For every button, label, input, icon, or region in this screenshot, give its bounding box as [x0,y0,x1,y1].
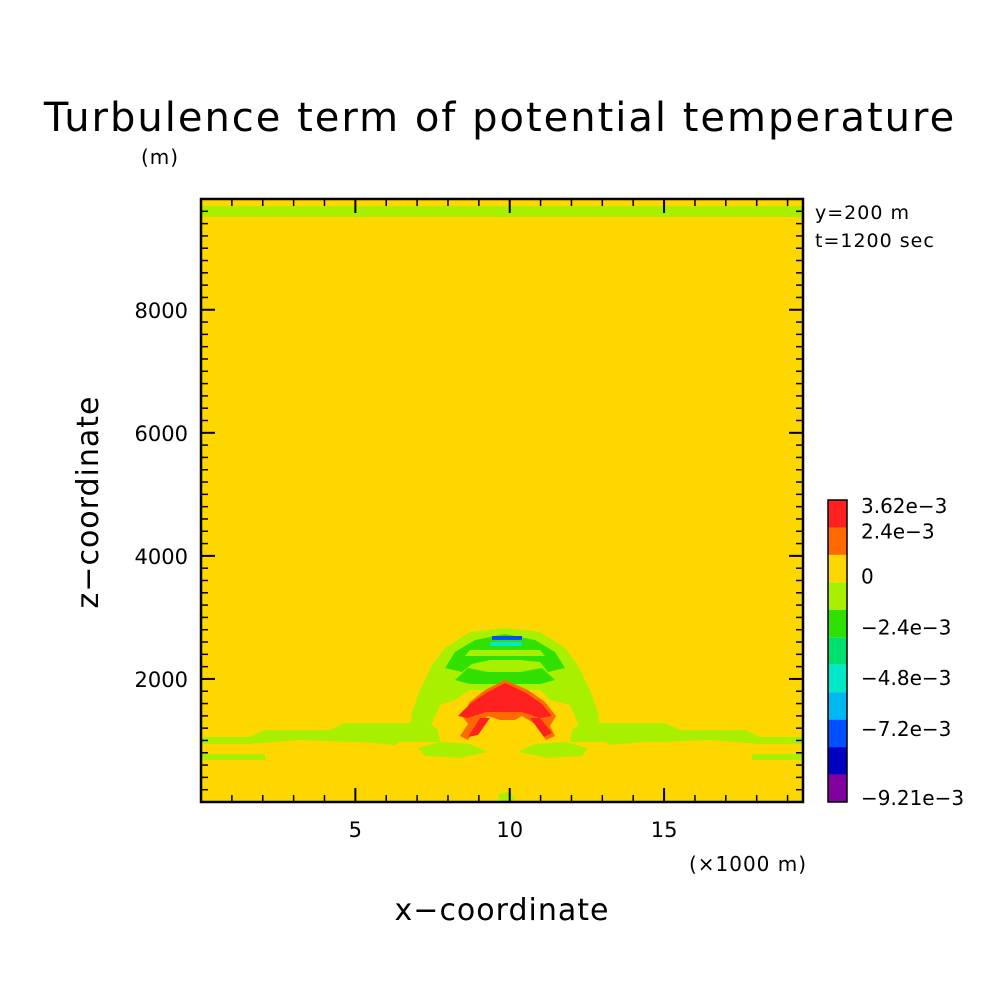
arch-gap-line [465,650,545,656]
x-tick-label: 5 [349,818,362,842]
colorbar-swatch [828,719,847,748]
colorbar-swatch [828,637,847,665]
colorbar-swatch [828,664,847,693]
y-axis-label: z−coordinate [71,396,106,609]
colorbar-swatch [828,692,847,720]
y-unit: (m) [141,145,179,169]
y-tick-label: 8000 [135,299,188,323]
colorbar-swatch [828,554,847,583]
colorbar-swatch [828,774,847,802]
x-unit: (×1000 m) [689,852,807,876]
x-axis-label: x−coordinate [395,893,610,928]
positive-leg-right [530,718,552,737]
colorbar-swatch [828,500,847,528]
lower-patch-left [418,742,488,758]
lower-patch-right [518,742,588,758]
positive-leg-left [468,718,490,737]
lower-strip-right [752,754,803,760]
minimum-core [492,636,522,640]
lower-stem-left [360,728,410,745]
annotation-t: t=1200 sec [815,230,935,252]
x-tick-labels: 5 10 15 [349,818,678,842]
teal-trace [490,642,522,646]
x-tick-label: 15 [651,818,678,842]
colorbar-swatch [828,609,847,638]
colorbar-swatch [828,527,847,555]
colorbar-swatch [828,747,847,775]
annotation-y: y=200 m [815,202,910,224]
colorbar-label: −4.8e−3 [861,666,951,690]
bottom-speck [498,792,516,802]
x-tick-label: 10 [496,818,523,842]
colorbar-label: 3.62e−3 [861,494,947,518]
y-tick-labels: 2000 4000 6000 8000 [135,299,188,692]
lower-stem-right [595,728,645,745]
inner-arch-lower [455,668,555,684]
colorbar-label: 0 [861,564,874,588]
y-tick-label: 6000 [135,422,188,446]
colorbar-label: −2.4e−3 [861,615,951,639]
y-tick-label: 2000 [135,668,188,692]
colorbar-swatch [828,582,847,610]
colorbar-labels: 3.62e−32.4e−3 0 −2.4e−3 −4.8e−3 −7.2e−3 −9.21… [861,494,964,810]
chart-title: Turbulence term of potential temperature [43,95,956,141]
colorbar-label: −7.2e−3 [861,717,951,741]
lower-strip-left [201,754,265,760]
major-ticks [201,199,803,802]
top-boundary-band [201,206,803,217]
positive-core [458,683,552,718]
colorbar [827,499,848,803]
colorbar-frame [827,499,848,803]
colorbar-label: −9.21e−3 [861,786,964,810]
y-tick-label: 4000 [135,545,188,569]
plot-frame [199,197,805,804]
colorbar-label: 2.4e−3 [861,519,935,543]
plot-area [199,197,805,804]
